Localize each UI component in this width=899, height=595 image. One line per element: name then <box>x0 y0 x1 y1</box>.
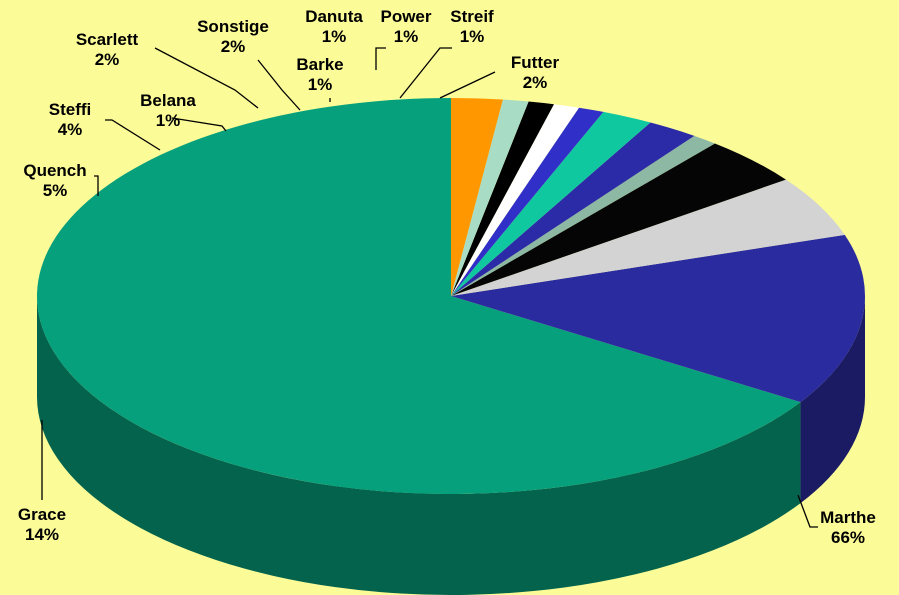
leader-line-steffi <box>105 119 161 151</box>
leader-line-futter <box>439 71 496 99</box>
slice-pct-streif: 1% <box>460 27 485 46</box>
pie-slice-belana <box>451 135 715 296</box>
slice-pct-sonstige: 2% <box>221 37 246 56</box>
slice-label-futter: Futter <box>511 53 560 72</box>
slice-pct-grace: 14% <box>25 525 59 544</box>
pie-tops <box>37 98 865 495</box>
pie-slice-steffi <box>451 143 786 296</box>
pie-sides <box>37 296 865 595</box>
slice-label-marthe: Marthe <box>820 508 876 527</box>
pie-slice-grace <box>451 234 865 403</box>
slice-label-grace: Grace <box>18 505 66 524</box>
pie-slice-streif <box>451 99 529 297</box>
slice-pct-scarlett: 2% <box>95 50 120 69</box>
pie-slice-marthe <box>37 98 801 495</box>
pie-slice-quench <box>451 179 845 296</box>
pie-side-grace <box>800 296 865 504</box>
slice-pct-steffi: 4% <box>58 120 83 139</box>
slice-pct-marthe: 66% <box>831 528 865 547</box>
slice-label-sonstige: Sonstige <box>197 17 269 36</box>
pie-side-marthe <box>37 296 801 595</box>
leader-lines <box>41 47 818 528</box>
slice-label-scarlett: Scarlett <box>76 30 139 49</box>
leader-line-scarlett <box>154 47 259 109</box>
slice-labels: Marthe66%Grace14%Quench5%Steffi4%Belana1… <box>18 7 876 547</box>
slice-pct-futter: 2% <box>523 73 548 92</box>
slice-label-barke: Barke <box>296 55 343 74</box>
slice-pct-barke: 1% <box>308 75 333 94</box>
slice-pct-quench: 5% <box>43 181 68 200</box>
leader-line-belana <box>171 117 227 132</box>
pie-slice-danuta <box>451 104 579 296</box>
slice-label-belana: Belana <box>140 91 196 110</box>
slice-pct-power: 1% <box>394 27 419 46</box>
leader-line-sonstige <box>257 59 301 111</box>
slice-label-danuta: Danuta <box>305 7 363 26</box>
pie-slice-barke <box>451 107 604 296</box>
pie-slice-sonstige <box>451 111 651 296</box>
leader-line-marthe <box>797 494 818 528</box>
leader-line-quench <box>94 175 99 196</box>
slice-pct-belana: 1% <box>156 111 181 130</box>
pie-slice-futter <box>451 98 503 296</box>
slice-label-steffi: Steffi <box>49 100 92 119</box>
leader-line-streif <box>399 47 452 99</box>
slice-pct-danuta: 1% <box>322 27 347 46</box>
slice-label-power: Power <box>380 7 431 26</box>
leader-line-power <box>375 47 386 70</box>
slice-label-quench: Quench <box>23 161 86 180</box>
pie-slice-scarlett <box>451 122 695 297</box>
slice-label-streif: Streif <box>450 7 494 26</box>
pie-slice-power <box>451 101 554 296</box>
